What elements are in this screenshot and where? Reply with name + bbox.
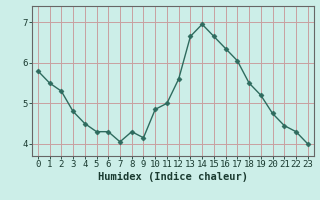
X-axis label: Humidex (Indice chaleur): Humidex (Indice chaleur) [98,172,248,182]
